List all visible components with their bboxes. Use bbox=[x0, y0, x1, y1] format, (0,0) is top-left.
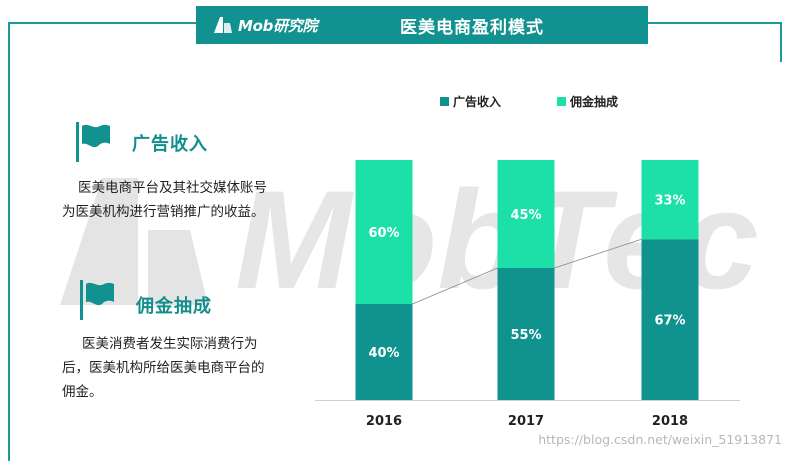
desc-line: 为医美机构进行营销推广的收益。 bbox=[62, 204, 265, 220]
desc-line: 后，医美机构所给医美电商平台的 bbox=[62, 360, 265, 376]
bar-2018-ad-revenue bbox=[641, 239, 699, 400]
section-desc-ad-revenue: 医美电商平台及其社交媒体账号 为医美机构进行营销推广的收益。 bbox=[62, 176, 312, 224]
legend-label: 广告收入 bbox=[453, 95, 502, 109]
data-label: 67% bbox=[654, 314, 685, 329]
trend-connector bbox=[412, 267, 498, 305]
data-label: 55% bbox=[510, 328, 541, 343]
chart-legend: 广告收入 佣金抽成 bbox=[440, 93, 674, 110]
legend-swatch bbox=[557, 97, 567, 106]
trend-connector bbox=[554, 238, 642, 269]
x-tick-label: 2018 bbox=[652, 414, 688, 429]
section-desc-commission: 医美消费者发生实际消费行为 后，医美机构所给医美电商平台的 佣金。 bbox=[62, 332, 312, 404]
bar-2016-ad-revenue bbox=[355, 304, 413, 400]
legend-label: 佣金抽成 bbox=[570, 95, 619, 109]
mob-logo-icon bbox=[214, 17, 232, 33]
desc-line: 医美电商平台及其社交媒体账号 bbox=[78, 180, 267, 196]
data-label: 45% bbox=[510, 208, 541, 223]
flag-icon bbox=[76, 122, 110, 162]
flag-icon bbox=[80, 280, 114, 320]
desc-line: 佣金。 bbox=[62, 384, 103, 400]
page-title: 医美电商盈利模式 bbox=[400, 17, 544, 38]
bar-2017-commission bbox=[497, 160, 555, 268]
footer-url: https://blog.csdn.net/weixin_51913871 bbox=[538, 432, 782, 447]
x-tick-label: 2017 bbox=[508, 414, 544, 429]
data-label: 40% bbox=[368, 346, 399, 361]
desc-line: 医美消费者发生实际消费行为 bbox=[82, 336, 258, 352]
bar-2016-commission bbox=[355, 160, 413, 304]
legend-swatch bbox=[440, 97, 449, 106]
legend-item-ad-revenue: 广告收入 bbox=[440, 93, 501, 110]
bar-2017-ad-revenue bbox=[497, 268, 555, 400]
frame-left-border bbox=[8, 22, 10, 461]
frame-right-border bbox=[780, 22, 782, 62]
header-bar: Mob研究院 医美电商盈利模式 bbox=[196, 6, 648, 44]
legend-item-commission: 佣金抽成 bbox=[557, 93, 618, 110]
logo-text: Mob研究院 bbox=[238, 16, 318, 35]
logo: Mob研究院 bbox=[196, 15, 356, 36]
x-tick-label: 2016 bbox=[366, 414, 402, 429]
data-label: 33% bbox=[654, 194, 685, 209]
data-label: 60% bbox=[368, 226, 399, 241]
section-title-ad-revenue: 广告收入 bbox=[132, 134, 208, 155]
section-title-commission: 佣金抽成 bbox=[136, 296, 212, 317]
bar-2018-commission bbox=[641, 160, 699, 240]
